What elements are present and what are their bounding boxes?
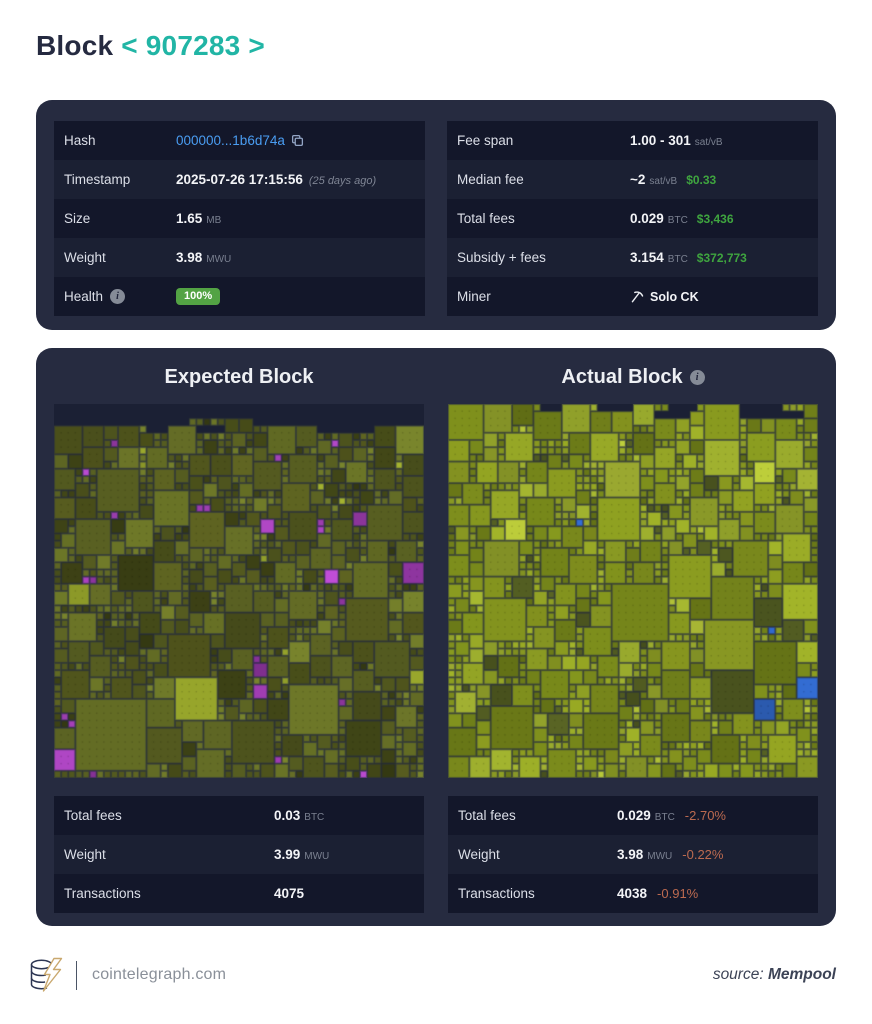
summary-row-total-fees: Total fees 0.029 BTC $3,436 — [447, 199, 818, 238]
row-label: Weight — [64, 847, 106, 862]
actual-block-stats: Total fees 0.029 BTC -2.70% Weight 3.98 … — [448, 796, 818, 913]
block-comparison-card: Expected Block Actual Block i Total fees… — [36, 348, 836, 926]
row-label: Total fees — [458, 808, 516, 823]
row-label: Weight — [64, 250, 106, 265]
expected-block-heading-text: Expected Block — [164, 366, 314, 388]
health-info-icon[interactable]: i — [110, 289, 126, 304]
row-label: Subsidy + fees — [457, 250, 546, 265]
weight-unit: MWU — [206, 254, 232, 265]
next-block-arrow[interactable]: > — [248, 30, 265, 61]
expected-transactions-value: 4075 — [274, 886, 305, 901]
actual-transactions-delta: -0.91% — [657, 886, 699, 901]
median-fee-fiat: $0.33 — [686, 173, 717, 187]
row-label: Size — [64, 211, 91, 226]
actual-weight-delta: -0.22% — [682, 847, 724, 862]
actual-total-fees-value: 0.029 — [617, 808, 651, 823]
expected-block-stats: Total fees 0.03 BTC Weight 3.99 MWU Tran… — [54, 796, 424, 913]
size-unit: MB — [206, 215, 222, 226]
total-fees-value: 0.029 — [630, 211, 664, 226]
brand-text: cointelegraph.com — [92, 966, 227, 983]
summary-row-timestamp: Timestamp 2025-07-26 17:15:56 (25 days a… — [54, 160, 425, 199]
subsidy-value: 3.154 — [630, 250, 664, 265]
source-name: Mempool — [767, 966, 836, 983]
actual-weight-row: Weight 3.98 MWU -0.22% — [448, 835, 818, 874]
actual-block-heading-text: Actual Block — [561, 366, 683, 388]
actual-weight-value: 3.98 — [617, 847, 644, 862]
health-badge: 100% — [176, 288, 221, 305]
actual-transactions-row: Transactions 4038 -0.91% — [448, 874, 818, 913]
expected-block-heading: Expected Block — [54, 366, 424, 389]
median-fee-value: ~2 — [630, 172, 646, 187]
summary-left-column: Hash 000000...1b6d74a Timestamp 2025-07-… — [54, 121, 425, 316]
page-title: Block < 907283 > — [36, 30, 265, 62]
expected-block-visualization[interactable] — [54, 404, 424, 778]
actual-block-heading: Actual Block i — [448, 366, 818, 389]
actual-total-fees-delta: -2.70% — [684, 808, 726, 823]
summary-row-miner: Miner Solo CK — [447, 277, 818, 316]
pickaxe-icon — [630, 290, 644, 304]
size-value: 1.65 — [176, 211, 203, 226]
row-label: Weight — [458, 847, 500, 862]
page-title-text: Block — [36, 30, 114, 61]
cointelegraph-logo-icon — [28, 957, 66, 998]
row-label: Transactions — [64, 886, 141, 901]
footer-divider — [76, 961, 77, 990]
expected-weight-value: 3.99 — [274, 847, 301, 862]
summary-row-subsidy: Subsidy + fees 3.154 BTC $372,773 — [447, 238, 818, 277]
expected-total-fees-unit: BTC — [304, 812, 325, 823]
row-label: Miner — [457, 289, 491, 304]
fee-span-unit: sat/vB — [694, 137, 723, 148]
actual-weight-unit: MWU — [647, 851, 673, 862]
timestamp-value: 2025-07-26 17:15:56 — [176, 172, 303, 187]
miner-link[interactable]: Solo CK — [650, 289, 699, 304]
row-label: Timestamp — [64, 172, 131, 187]
summary-row-size: Size 1.65 MB — [54, 199, 425, 238]
expected-transactions-row: Transactions 4075 — [54, 874, 424, 913]
expected-weight-unit: MWU — [304, 851, 330, 862]
source-attribution: source: Mempool — [713, 966, 836, 984]
source-label: source: — [712, 966, 764, 983]
expected-weight-row: Weight 3.99 MWU — [54, 835, 424, 874]
actual-block-visualization[interactable] — [448, 404, 818, 778]
expected-total-fees-value: 0.03 — [274, 808, 301, 823]
summary-row-health: Health i 100% — [54, 277, 425, 316]
row-label: Hash — [64, 133, 96, 148]
block-hash-link[interactable]: 000000...1b6d74a — [176, 133, 285, 148]
summary-row-median-fee: Median fee ~2 sat/vB $0.33 — [447, 160, 818, 199]
total-fees-unit: BTC — [667, 215, 688, 226]
block-number[interactable]: 907283 — [145, 30, 241, 61]
actual-block-info-icon[interactable]: i — [689, 370, 705, 385]
actual-transactions-value: 4038 — [617, 886, 648, 901]
actual-total-fees-unit: BTC — [654, 812, 675, 823]
subsidy-fiat: $372,773 — [696, 251, 747, 265]
summary-row-hash: Hash 000000...1b6d74a — [54, 121, 425, 160]
actual-total-fees-row: Total fees 0.029 BTC -2.70% — [448, 796, 818, 835]
fee-span-value: 1.00 - 301 — [630, 133, 691, 148]
summary-row-fee-span: Fee span 1.00 - 301 sat/vB — [447, 121, 818, 160]
weight-value: 3.98 — [176, 250, 203, 265]
subsidy-unit: BTC — [667, 254, 688, 265]
total-fees-fiat: $3,436 — [696, 212, 734, 226]
expected-total-fees-row: Total fees 0.03 BTC — [54, 796, 424, 835]
row-label: Transactions — [458, 886, 535, 901]
summary-right-column: Fee span 1.00 - 301 sat/vB Median fee ~2… — [447, 121, 818, 316]
median-fee-unit: sat/vB — [649, 176, 678, 187]
row-label: Total fees — [64, 808, 122, 823]
row-label: Total fees — [457, 211, 515, 226]
row-label: Health — [64, 289, 104, 304]
row-label: Median fee — [457, 172, 524, 187]
prev-block-arrow[interactable]: < — [121, 30, 138, 61]
summary-row-weight: Weight 3.98 MWU — [54, 238, 425, 277]
copy-icon[interactable] — [291, 134, 304, 147]
timestamp-ago: (25 days ago) — [308, 175, 377, 187]
block-summary-card: Hash 000000...1b6d74a Timestamp 2025-07-… — [36, 100, 836, 330]
row-label: Fee span — [457, 133, 514, 148]
